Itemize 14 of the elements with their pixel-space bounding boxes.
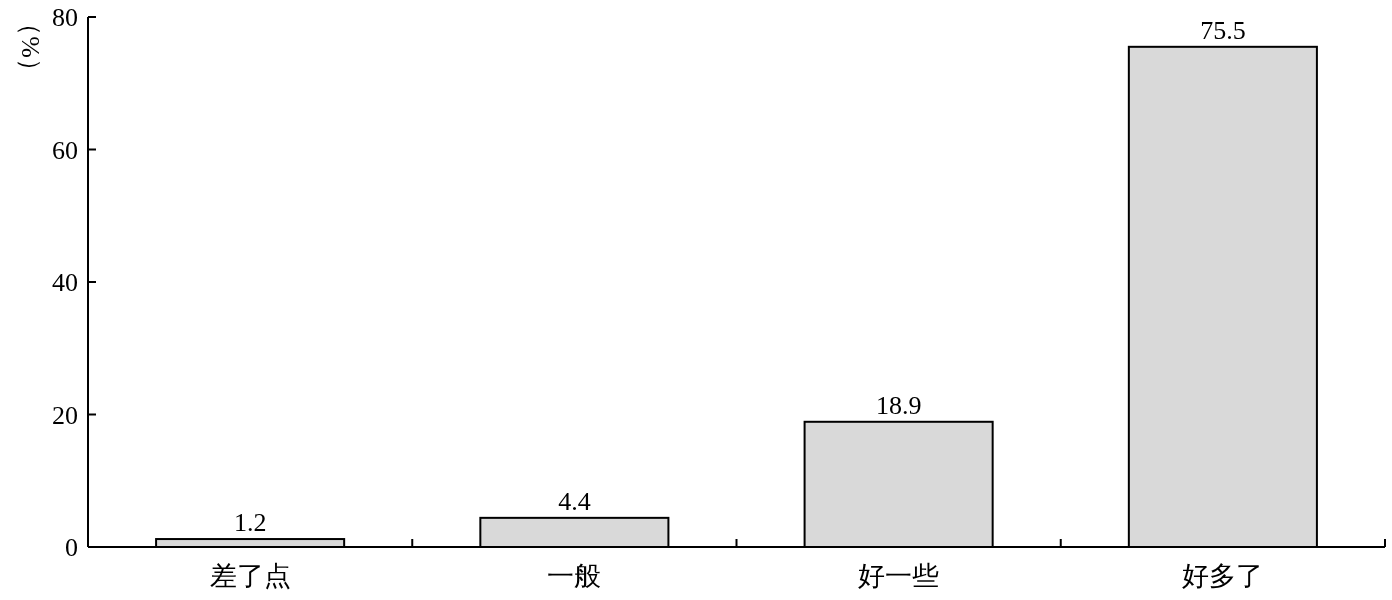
- y-tick-label: 40: [52, 268, 78, 297]
- data-label: 1.2: [233, 508, 267, 538]
- data-label: 4.4: [558, 486, 591, 516]
- x-tick-label: 差了点: [209, 561, 291, 591]
- y-axis-title: （%）: [16, 10, 45, 84]
- y-tick-label: 60: [52, 135, 78, 165]
- x-tick-label: 好一些: [858, 561, 940, 591]
- y-tick-label: 0: [65, 533, 78, 562]
- y-tick-label: 80: [52, 3, 78, 32]
- data-label: 18.9: [875, 390, 922, 420]
- y-tick-label: 20: [52, 400, 78, 430]
- x-tick-label: 好多了: [1182, 561, 1264, 591]
- data-label: 75.5: [1200, 15, 1246, 45]
- x-tick-label: 一般: [547, 561, 602, 591]
